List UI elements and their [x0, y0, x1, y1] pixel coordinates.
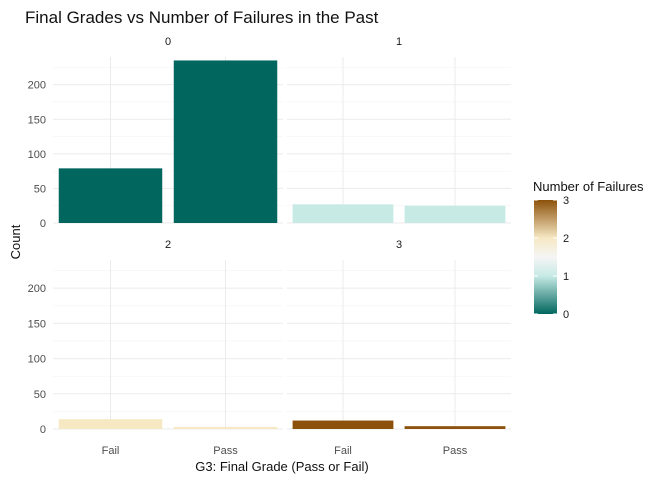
legend-title: Number of Failures: [533, 179, 644, 194]
bar-3-pass: [404, 426, 506, 429]
bar-1-fail: [292, 204, 394, 223]
y-tick-label: 50: [34, 389, 46, 401]
facet-panel-1: 1: [287, 36, 511, 224]
y-tick-label: 0: [40, 218, 46, 230]
legend: Number of Failures 0 1 2 3: [533, 179, 644, 321]
facet-label: 0: [165, 36, 171, 48]
legend-tick-label: 2: [563, 233, 569, 245]
y-tick-label: 0: [40, 424, 46, 436]
legend-colorbar: [534, 200, 557, 314]
facet-panel-3: 3 Fail Pass: [287, 239, 511, 457]
bar-2-pass: [173, 426, 278, 429]
x-tick-label: Fail: [334, 445, 352, 457]
bar-2-fail: [58, 419, 163, 429]
bar-0-fail: [58, 168, 163, 223]
x-tick-label: Fail: [102, 445, 120, 457]
bar-1-pass: [404, 205, 506, 223]
y-tick-label: 200: [28, 80, 46, 92]
facets-group: 0 0 50 100 150 200 1 2 0 50 100 150 200 Fail Pass 3 Fail…: [28, 36, 511, 457]
y-tick-label: 100: [28, 354, 46, 366]
legend-tick-label: 0: [563, 309, 569, 321]
y-tick-label: 150: [28, 318, 46, 330]
facet-panel-2: 2 0 50 100 150 200 Fail Pass: [28, 239, 283, 457]
x-tick-label: Pass: [213, 445, 238, 457]
bar-3-fail: [292, 420, 394, 429]
y-tick-label: 150: [28, 114, 46, 126]
legend-tick-label: 3: [563, 195, 569, 207]
facet-label: 1: [396, 36, 402, 48]
legend-tick-label: 1: [563, 271, 569, 283]
facet-label: 3: [396, 239, 402, 251]
y-tick-label: 50: [34, 183, 46, 195]
x-tick-label: Pass: [443, 445, 468, 457]
bar-0-pass: [173, 60, 278, 224]
facet-label: 2: [165, 239, 171, 251]
x-axis-label: G3: Final Grade (Pass or Fail): [195, 459, 368, 474]
chart-title: Final Grades vs Number of Failures in th…: [25, 8, 379, 27]
y-axis-label: Count: [8, 224, 23, 259]
facet-panel-0: 0 0 50 100 150 200: [28, 36, 283, 230]
y-tick-label: 100: [28, 149, 46, 161]
y-tick-label: 200: [28, 283, 46, 295]
